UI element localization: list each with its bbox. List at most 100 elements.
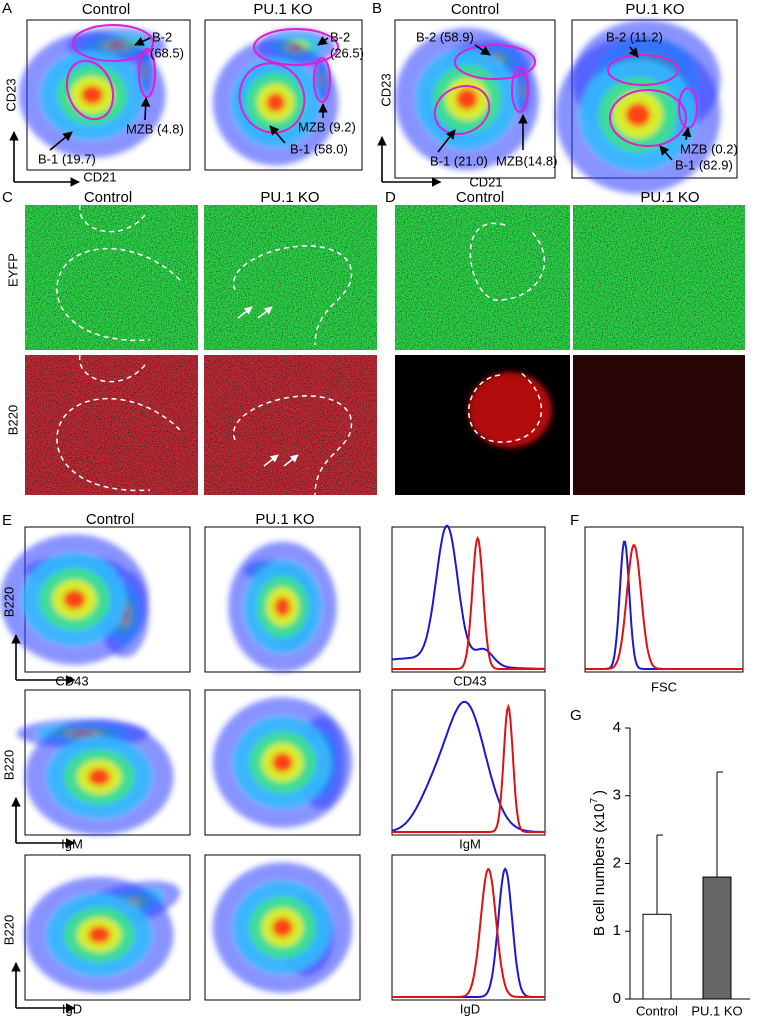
y-axis-label-part: ) <box>591 790 608 795</box>
follicle-outline <box>56 397 181 492</box>
column-title: Control <box>82 1 130 18</box>
y-axis-label: B220 <box>1 587 16 617</box>
plot-frame <box>391 854 546 1001</box>
histogram-curve <box>392 535 545 670</box>
micrograph <box>573 205 745 350</box>
y-axis-label: B220 <box>1 915 16 945</box>
arrow <box>269 125 286 144</box>
y-axis-label: B220 <box>1 750 16 780</box>
column-title: Control <box>86 511 134 528</box>
gate-label: B-2 (11.2) <box>606 29 663 44</box>
density-cloud <box>25 876 181 993</box>
density-cloud <box>395 27 539 171</box>
stained-region <box>468 372 552 448</box>
row-label: EYFP <box>5 253 20 287</box>
histogram-curve <box>392 703 545 833</box>
density-level <box>272 752 293 773</box>
column-title: Control <box>84 189 132 206</box>
y-tick-label: 1 <box>613 922 621 939</box>
density-cloud <box>16 719 174 835</box>
arrow <box>257 306 273 319</box>
y-axis-label-part: B cell numbers (x10 <box>591 804 608 937</box>
panel-label: C <box>2 189 13 206</box>
arrow <box>237 306 253 319</box>
micrograph <box>25 355 198 495</box>
panel-label: D <box>385 189 396 206</box>
plot-frame <box>391 526 546 673</box>
follicle-outline <box>79 354 146 383</box>
gate <box>138 48 156 98</box>
gate-label: MZB(14.8) <box>496 153 557 168</box>
y-tick-label: 0 <box>613 990 621 1007</box>
density-level <box>266 93 286 112</box>
panel-label: G <box>570 707 582 724</box>
arrow <box>474 44 491 56</box>
density-cloud <box>228 541 337 672</box>
follicle-outline <box>469 222 546 301</box>
histogram-curve <box>392 868 545 998</box>
follicle-outline <box>232 395 353 496</box>
micrograph <box>204 355 377 495</box>
panel-label: F <box>570 512 579 529</box>
gate <box>72 24 154 62</box>
bar <box>642 913 672 1000</box>
x-axis-label: IgM <box>61 836 83 851</box>
arrow <box>140 97 151 121</box>
density-level <box>272 917 293 938</box>
y-tick-label: 3 <box>613 787 621 804</box>
column-title: Control <box>451 1 499 18</box>
gate-label: B-2 <box>152 29 172 44</box>
gate-label: MZB (4.8) <box>126 121 184 136</box>
arrow <box>628 46 639 58</box>
gate <box>607 54 679 86</box>
follicle-outline <box>79 204 146 233</box>
gate-label: B-2 <box>330 29 350 44</box>
density-cloud <box>212 697 353 828</box>
panel-label: E <box>2 512 12 529</box>
y-tick-label: 4 <box>613 719 621 736</box>
column-title: PU.1 KO <box>253 1 312 18</box>
gate-label: (68.5) <box>150 45 184 60</box>
y-axis-label: CD23 <box>3 78 18 111</box>
gate <box>65 59 115 121</box>
arrow <box>283 454 299 467</box>
x-tick-label: PU.1 KO <box>691 1003 742 1018</box>
row-label: B220 <box>5 405 20 435</box>
arrow <box>134 36 151 46</box>
arrow <box>49 131 73 151</box>
gate <box>609 89 687 147</box>
gate <box>511 67 529 113</box>
y-axis-label-part: 7 <box>589 798 600 804</box>
density-cloud <box>212 29 339 166</box>
density-level <box>63 589 86 610</box>
density-cloud <box>555 20 721 194</box>
micrograph <box>573 355 745 495</box>
bar <box>702 876 732 1000</box>
column-title: PU.1 KO <box>625 1 684 18</box>
gate-label: MZB (0.2) <box>680 141 738 156</box>
follicle-outline <box>232 245 353 346</box>
x-tick-label: Control <box>636 1003 678 1018</box>
micrograph <box>395 205 570 350</box>
arrow <box>681 127 692 141</box>
gate-label: MZB (9.2) <box>298 119 356 134</box>
histogram-curve <box>585 544 743 670</box>
x-axis-label: CD43 <box>55 673 88 688</box>
x-axis-label: CD43 <box>453 673 486 688</box>
column-title: PU.1 KO <box>255 511 314 528</box>
arrow <box>317 36 329 46</box>
column-title: PU.1 KO <box>260 189 319 206</box>
density-cloud <box>212 862 353 993</box>
follicle-outline <box>56 247 181 342</box>
x-axis-label: IgD <box>460 1001 480 1016</box>
column-title: PU.1 KO <box>640 189 699 206</box>
density-level <box>456 88 478 110</box>
x-axis-label: IgM <box>459 836 481 851</box>
arrow <box>263 454 279 467</box>
panel-label: B <box>372 0 382 17</box>
arrow <box>437 129 456 153</box>
density-level <box>625 102 651 127</box>
gate <box>238 62 306 134</box>
gate-label: B-1 (58.0) <box>290 141 348 156</box>
